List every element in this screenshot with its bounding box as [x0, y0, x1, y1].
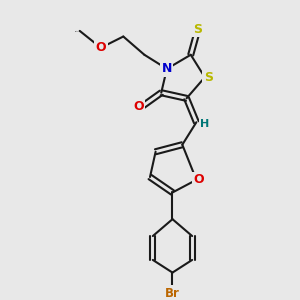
- Text: O: O: [194, 173, 205, 186]
- Text: methoxy: methoxy: [75, 30, 82, 31]
- Text: S: S: [193, 23, 202, 36]
- Text: Br: Br: [165, 286, 180, 300]
- Text: O: O: [133, 100, 143, 113]
- Text: S: S: [204, 71, 213, 84]
- Text: N: N: [162, 62, 172, 75]
- Text: H: H: [200, 118, 209, 129]
- Text: O: O: [95, 41, 106, 54]
